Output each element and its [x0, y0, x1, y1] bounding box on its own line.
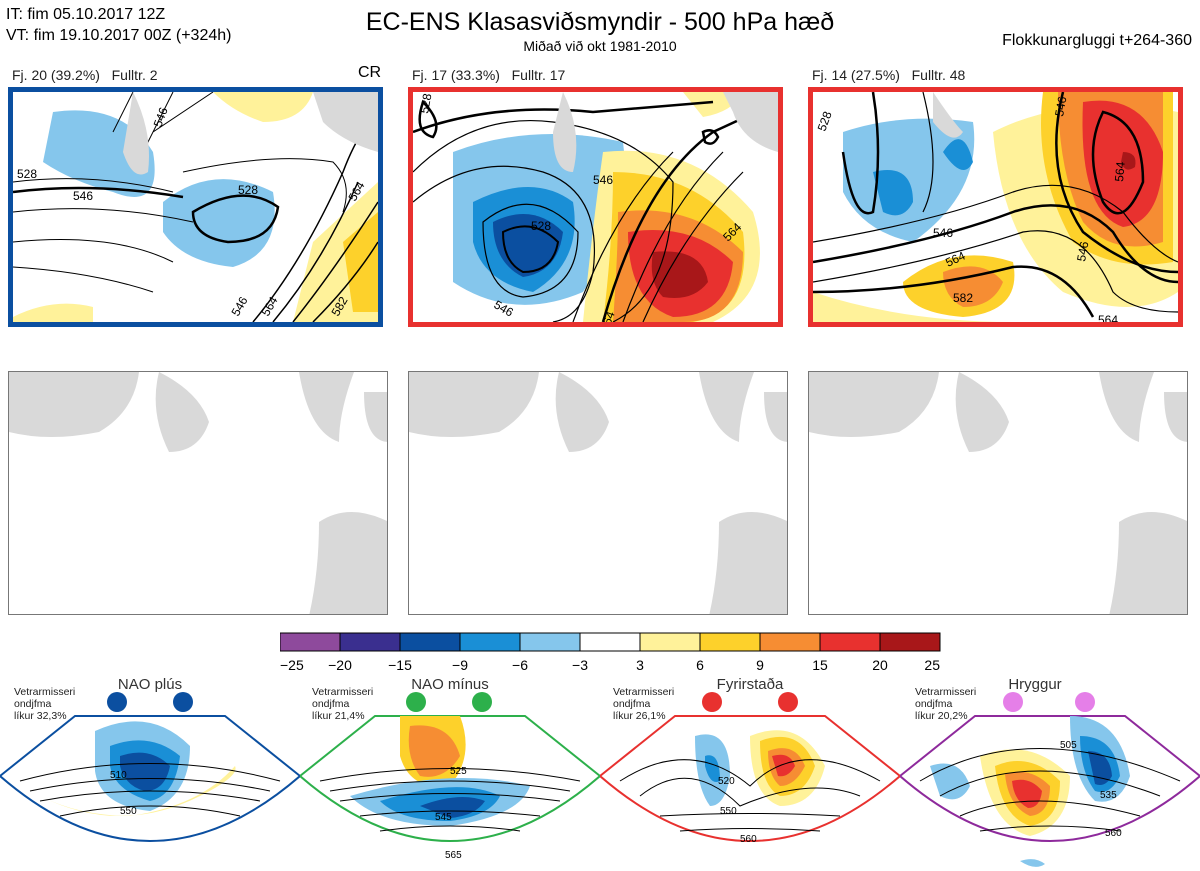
regime-2-name: NAO mínus — [411, 676, 489, 693]
colorbar-tick-label: 20 — [872, 657, 888, 673]
regime-contour-label: 560 — [1105, 828, 1122, 839]
colorbar-tick-label: 6 — [696, 657, 704, 673]
colorbar-tick-label: 15 — [812, 657, 828, 673]
regime-3-map: 520 550 560 — [600, 715, 900, 845]
regime-3-info: Vetrarmisseri ondjfma líkur 26,1% — [613, 686, 675, 722]
regime-4-dot-left — [1003, 692, 1023, 712]
cluster-window: Flokkunargluggi t+264-360 — [1002, 32, 1192, 49]
regime-3-dot-left — [702, 692, 722, 712]
contour-label: 546 — [1052, 95, 1069, 117]
colorbar-swatch — [639, 632, 701, 652]
page-title: EC-ENS Klasasviðsmyndir - 500 hPa hæð — [365, 8, 835, 36]
regime-1-name: NAO plús — [117, 676, 183, 693]
empty-map-2 — [408, 371, 788, 615]
colorbar-swatch — [879, 632, 941, 652]
colorbar-tick-label: 3 — [636, 657, 644, 673]
contour-label: 546 — [933, 226, 953, 240]
colorbar-swatch — [759, 632, 821, 652]
colorbar-tick-label: 9 — [756, 657, 764, 673]
colorbar-tick-label: −3 — [572, 657, 588, 673]
contour-label: 546 — [593, 173, 613, 187]
contour-label: 582 — [953, 291, 973, 305]
regime-4-dot-right — [1075, 692, 1095, 712]
colorbar-swatch — [399, 632, 461, 652]
regime-1-dot-right — [173, 692, 193, 712]
regime-1-map: 510 550 — [0, 715, 300, 842]
page-subtitle: Miðað við okt 1981-2010 — [523, 38, 677, 54]
colorbar-swatch — [339, 632, 401, 652]
contour-label: 564 — [1098, 313, 1118, 322]
colorbar-swatch — [519, 632, 581, 652]
contour-label: 564 — [258, 294, 280, 319]
cluster-1-map: 528 546 528 546 564 546 564 582 — [8, 87, 383, 327]
contour-label: 528 — [417, 92, 434, 114]
regime-contour-label: 565 — [445, 850, 462, 861]
cluster-2-map: 528 546 528 546 564 564 — [408, 87, 783, 327]
colorbar-tick-label: −6 — [512, 657, 528, 673]
regime-contour-label: 510 — [110, 770, 127, 781]
contour-label: 528 — [531, 219, 551, 233]
contour-label: 546 — [73, 189, 93, 203]
contour-label: 564 — [1112, 161, 1128, 182]
regime-contour-label: 525 — [450, 766, 467, 777]
regime-2-map: 525 545 565 — [300, 715, 600, 861]
cluster-3-label: Fj. 14 (27.5%) Fulltr. 48 — [812, 67, 966, 83]
colorbar-tick-label: −20 — [328, 657, 352, 673]
cluster-1-label: Fj. 20 (39.2%) Fulltr. 2 — [12, 67, 158, 83]
contour-label: 546 — [228, 294, 250, 319]
header-times: IT: fim 05.10.2017 12Z VT: fim 19.10.201… — [6, 4, 231, 46]
colorbar-tick-label: −9 — [452, 657, 468, 673]
regime-2-info: Vetrarmisseri ondjfma líkur 21,4% — [312, 686, 374, 722]
colorbar-swatch — [279, 632, 341, 652]
empty-map-1 — [8, 371, 388, 615]
regime-1-dot-left — [107, 692, 127, 712]
colorbar-tick-label: −15 — [388, 657, 412, 673]
empty-map-3 — [808, 371, 1188, 615]
regime-contour-label: 505 — [1060, 740, 1077, 751]
regime-contour-label: 520 — [718, 776, 735, 787]
regime-3-name: Fyrirstaða — [716, 676, 784, 693]
regime-2-dot-right — [472, 692, 492, 712]
colorbar-tick-label: −25 — [280, 657, 304, 673]
colorbar-swatch — [819, 632, 881, 652]
regime-4-name: Hryggur — [1008, 676, 1062, 693]
contour-label: 546 — [151, 105, 171, 129]
contour-label: 528 — [17, 167, 37, 181]
cluster-2-label: Fj. 17 (33.3%) Fulltr. 17 — [412, 67, 566, 83]
regime-contour-label: 550 — [120, 806, 137, 817]
contour-label: 528 — [238, 183, 258, 197]
regime-contour-label: 535 — [1100, 790, 1117, 801]
regime-3-dot-right — [778, 692, 798, 712]
colorbar-swatch — [699, 632, 761, 652]
regime-4-info: Vetrarmisseri ondjfma líkur 20,2% — [915, 686, 977, 722]
cluster-1-tag: CR — [358, 64, 382, 81]
colorbar-swatch — [579, 632, 641, 652]
colorbar-tick-label: 25 — [924, 657, 940, 673]
colorbar: −25 −20 −15 −9 −6 −3 3 6 9 15 20 25 — [279, 632, 950, 679]
colorbar-swatch — [459, 632, 521, 652]
contour-label: 528 — [815, 109, 835, 133]
valid-time: VT: fim 19.10.2017 00Z (+324h) — [6, 27, 232, 44]
regime-1-info: Vetrarmisseri ondjfma líkur 32,3% — [14, 686, 76, 722]
cluster-3-map: 546 528 546 564 582 564 564 546 — [808, 87, 1183, 327]
regimes-row: Vetrarmisseri ondjfma líkur 32,3% NAO plús… — [0, 676, 1200, 871]
regime-4-map: 505 535 560 — [900, 715, 1200, 867]
regime-contour-label: 545 — [435, 812, 452, 823]
regime-contour-label: 560 — [740, 834, 757, 845]
init-time: IT: fim 05.10.2017 12Z — [6, 6, 166, 23]
regime-contour-label: 550 — [720, 806, 737, 817]
regime-2-dot-left — [406, 692, 426, 712]
contour-label: 546 — [1074, 240, 1091, 262]
